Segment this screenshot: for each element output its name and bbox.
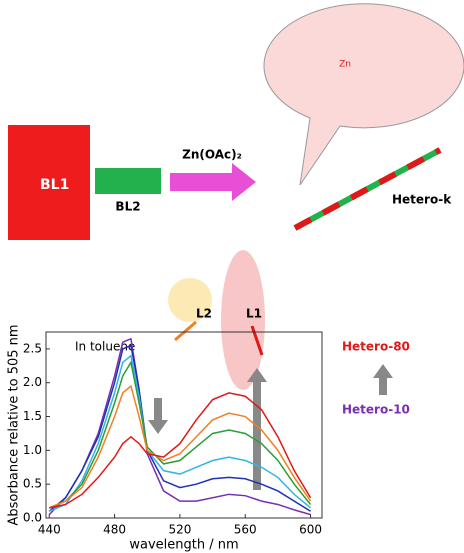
y-axis-title: Absorbance relative to 505 nm [7, 324, 22, 525]
figure: BL1 BL2 Zn(OAc)₂ Zn Hetero-k In toluene … [0, 0, 464, 553]
product-label: Hetero-k [392, 193, 452, 207]
spectrum-line [49, 393, 310, 508]
bottom-series-label: Hetero-10 [342, 403, 410, 417]
solvent-label: In toluene [75, 340, 135, 354]
reaction-arrow [170, 163, 256, 201]
x-tick-label: 480 [103, 523, 126, 537]
speech-bubble [264, 4, 464, 185]
bl2-molecule [95, 168, 161, 194]
l1-label: L1 [246, 307, 262, 321]
x-tick-label: 560 [234, 523, 257, 537]
y-tick-label: 2.5 [23, 341, 42, 355]
spectrum-line [49, 346, 310, 512]
l2-pointer [175, 322, 196, 340]
y-tick-label: 1.5 [23, 409, 42, 423]
plot-frame [46, 332, 322, 518]
y-tick-label: 1.0 [23, 443, 42, 457]
metal-label: Zn [339, 60, 351, 70]
spectrum-line [49, 362, 310, 507]
x-tick-label: 600 [299, 523, 322, 537]
reagent-label: Zn(OAc)₂ [182, 148, 242, 162]
y-tick-label: 2.0 [23, 375, 42, 389]
spectrum-line [49, 386, 310, 508]
decrease-arrow [148, 398, 168, 434]
y-tick-label: 0.5 [23, 477, 42, 491]
x-tick-label: 440 [38, 523, 61, 537]
top-series-label: Hetero-80 [342, 340, 410, 354]
l2-label: L2 [196, 307, 212, 321]
x-tick-label: 520 [168, 523, 191, 537]
bl1-label: BL1 [40, 177, 69, 193]
bl2-label: BL2 [115, 200, 140, 214]
x-axis-title: wavelength / nm [129, 538, 238, 553]
trend-arrow [373, 364, 393, 395]
